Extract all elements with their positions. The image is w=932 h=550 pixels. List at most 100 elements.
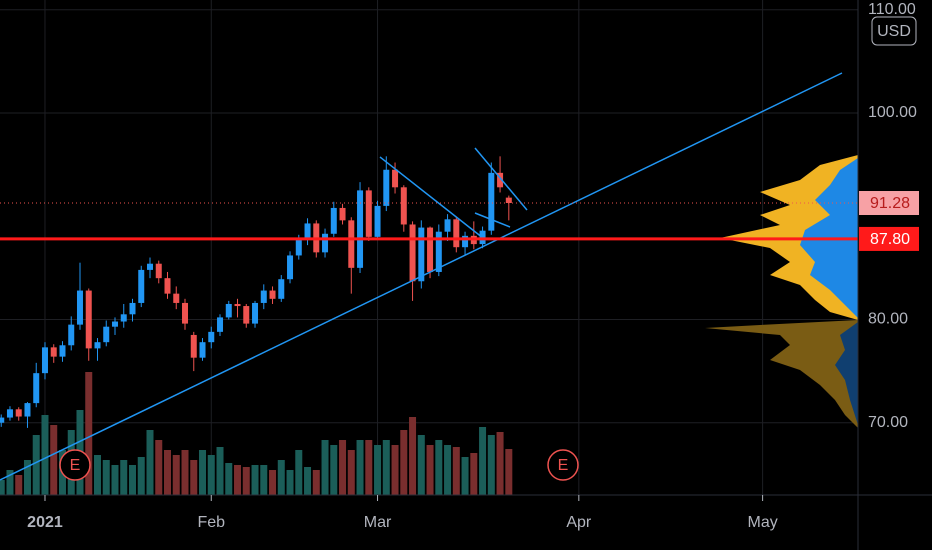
candle-body — [383, 169, 390, 206]
volume-bar — [93, 455, 101, 495]
y-tick-label: 80.00 — [868, 311, 908, 328]
volume-bar — [146, 430, 154, 495]
candle-body — [234, 303, 241, 307]
grid — [0, 0, 858, 495]
volume-bar — [330, 445, 338, 495]
x-tick-label: Apr — [566, 514, 592, 531]
candle-body — [76, 290, 83, 325]
candle-body — [164, 278, 171, 294]
candle-body — [287, 255, 294, 280]
volume-bar — [417, 435, 425, 495]
earnings-label: E — [558, 457, 569, 474]
volume-bar — [286, 470, 294, 495]
x-tick-label: Feb — [197, 514, 225, 531]
level-badge — [859, 226, 919, 251]
candle-body — [155, 263, 162, 279]
volume-bar — [234, 465, 242, 495]
candle-body — [260, 290, 267, 303]
volume-bar — [172, 455, 180, 495]
profile-lower — [705, 320, 858, 428]
candle-body — [295, 238, 302, 256]
candle-body — [225, 303, 232, 318]
volume-bar — [496, 432, 504, 495]
volume-bar — [505, 449, 513, 495]
y-tick-label: 100.00 — [868, 104, 917, 121]
volume-bar — [374, 445, 382, 495]
x-tick-label: Mar — [364, 514, 392, 531]
volume-bar — [164, 450, 172, 495]
candle-body — [453, 219, 460, 248]
volume-bar — [15, 475, 23, 495]
earnings-marker — [59, 449, 91, 481]
y-tick-label: 110.00 — [868, 1, 916, 18]
candle-body — [252, 302, 259, 324]
candle-body — [15, 409, 22, 417]
volume-bar — [470, 453, 478, 495]
last-price-label: 91.28 — [870, 195, 910, 212]
volume-bar — [0, 480, 5, 495]
drawings — [0, 72, 843, 481]
candle-body — [339, 207, 346, 221]
levels: 87.80 91.28 — [0, 190, 919, 251]
volume-bar — [295, 450, 303, 495]
candle-body — [462, 235, 469, 248]
candle-body — [24, 403, 31, 417]
volume-bar — [277, 460, 285, 495]
volume-bar — [435, 440, 443, 495]
candle-body — [6, 409, 13, 418]
trend-line — [0, 72, 843, 481]
volume-bar — [269, 470, 277, 495]
candle-body — [103, 326, 110, 343]
candle-body — [217, 317, 224, 332]
candle-body — [435, 231, 442, 272]
candle-body — [173, 293, 180, 303]
volume-bar — [85, 372, 93, 495]
x-tick-label: May — [747, 514, 777, 531]
candle-body — [94, 342, 101, 349]
candle-body — [269, 290, 276, 299]
volume-bar — [41, 415, 49, 495]
profile-lower-inner — [835, 322, 858, 425]
volume-bar — [190, 460, 198, 495]
earnings-marker — [547, 449, 579, 481]
volume-bar — [339, 440, 347, 495]
volume-bar — [409, 417, 417, 495]
currency-box — [871, 16, 917, 46]
volume-bar — [199, 450, 207, 495]
candle-body — [50, 347, 57, 357]
axes: 70.00 80.00 100.00 110.00 2021 Feb Mar Apr May — [27, 1, 917, 531]
candle-body — [278, 279, 285, 299]
volume-bar — [365, 440, 373, 495]
candle-body — [208, 331, 215, 343]
volume-bar — [382, 440, 390, 495]
candle-body — [243, 306, 250, 324]
volume-bar — [479, 427, 487, 495]
volume-bar — [426, 445, 434, 495]
volume-bar — [312, 470, 320, 495]
volume-bar — [260, 465, 268, 495]
candle-body — [322, 233, 329, 253]
candle-body — [120, 314, 127, 322]
candle-body — [392, 169, 399, 188]
level-label: 87.80 — [870, 231, 910, 248]
volume-pane — [0, 372, 513, 495]
volume-bar — [400, 430, 408, 495]
candles — [0, 156, 512, 428]
candle-body — [400, 187, 407, 225]
candle-body — [190, 334, 197, 358]
volume-bar — [347, 450, 355, 495]
volume-bar — [102, 460, 110, 495]
volume-bar — [225, 463, 233, 495]
candle-body — [138, 269, 145, 303]
volume-bar — [32, 435, 40, 495]
flag-line — [474, 212, 511, 228]
candle-body — [182, 302, 189, 324]
candle-body — [33, 373, 40, 404]
y-tick-label: 70.00 — [868, 414, 908, 431]
volume-bar — [216, 447, 224, 495]
volume-bar — [487, 435, 495, 495]
earnings-label: E — [70, 457, 81, 474]
candle-body — [111, 321, 118, 327]
candle-body — [357, 190, 364, 268]
